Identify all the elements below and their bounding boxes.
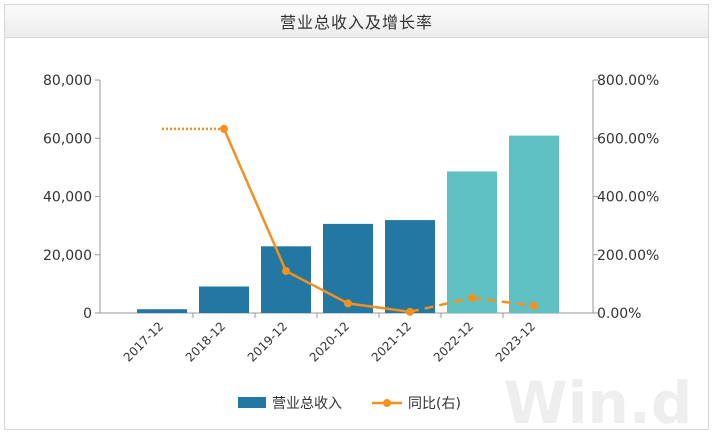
chart-title: 营业总收入及增长率: [279, 15, 433, 32]
y-left-tick-label: 40,000: [43, 190, 92, 206]
chart-panel: 营业总收入及增长率: [4, 4, 709, 430]
y-right-tick-label: 600.00%: [597, 131, 659, 147]
y-right-tick-label: 800.00%: [597, 73, 659, 89]
x-tick-label: 2019-12: [245, 319, 290, 364]
line-point: [344, 299, 352, 308]
bar: [199, 286, 249, 313]
x-tick-label: 2017-12: [121, 319, 166, 364]
line-point: [530, 301, 538, 310]
line-segment: [347, 302, 411, 314]
legend-item-bar: 营业总收入: [238, 396, 342, 412]
bar: [385, 220, 435, 313]
line-point: [220, 124, 228, 133]
watermark-text: Win.d: [504, 369, 693, 436]
line-segment: [409, 296, 473, 314]
bar: [323, 223, 373, 313]
legend: 营业总收入 同比(右): [238, 396, 461, 412]
legend-line-marker: [383, 399, 391, 407]
legend-line-label: 同比(右): [408, 396, 461, 412]
legend-item-line: 同比(右): [372, 396, 461, 412]
x-tick-label: 2020-12: [307, 319, 352, 364]
y-left-tick-label: 80,000: [43, 73, 92, 89]
line-segment: [471, 296, 535, 307]
y-right-tick-label: 200.00%: [597, 248, 659, 264]
axes: 0 20,000 40,000 60,000 80,000 0.00% 200.00% 400…: [43, 73, 659, 365]
x-tick-label: 2018-12: [183, 319, 228, 364]
x-tick-label: 2021-12: [369, 319, 414, 364]
watermark-logo: Win.d: [504, 369, 693, 436]
line-point: [468, 293, 476, 302]
x-tick-label: 2023-12: [493, 319, 538, 364]
y-left-tick-label: 60,000: [43, 131, 92, 147]
y-left-tick-label: 0: [83, 306, 92, 322]
line-series: [162, 124, 538, 316]
bar: [447, 171, 497, 313]
title-bar: 营业总收入及增长率: [5, 5, 708, 38]
legend-bar-swatch: [238, 397, 266, 408]
y-right-tick-label: 400.00%: [597, 190, 659, 206]
legend-bar-label: 营业总收入: [272, 396, 342, 412]
line-segment: [285, 269, 349, 305]
line-point: [282, 267, 290, 276]
line-point: [406, 307, 414, 316]
line-segment: [222, 128, 288, 272]
x-tick-label: 2022-12: [431, 319, 476, 364]
bar: [509, 135, 559, 313]
y-left-tick-label: 20,000: [43, 248, 92, 264]
bar: [137, 309, 187, 313]
bar-series: [137, 135, 559, 313]
y-right-tick-label: 0.00%: [597, 306, 641, 322]
